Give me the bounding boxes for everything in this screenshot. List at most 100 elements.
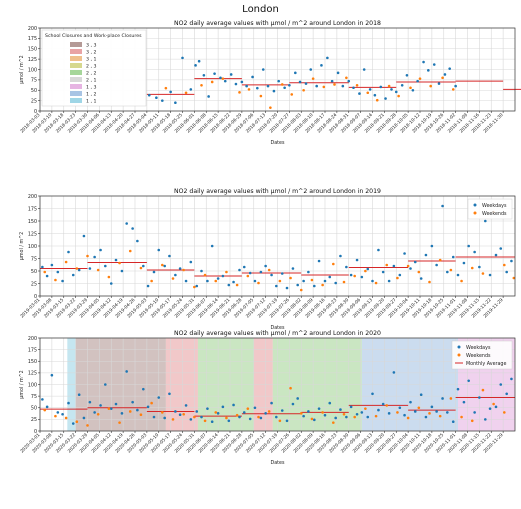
weekend-point	[203, 419, 207, 423]
weekend-point	[406, 416, 410, 420]
weekday-point	[155, 96, 158, 100]
weekday-point	[232, 280, 235, 284]
weekday-point	[499, 383, 503, 386]
weekday-point	[261, 68, 265, 71]
weekday-point	[302, 279, 305, 283]
y-tick-label: 75	[31, 78, 37, 84]
weekend-point	[150, 279, 153, 283]
weekday-point	[413, 410, 417, 413]
figure-title: London	[242, 4, 279, 15]
weekend-point	[171, 277, 175, 280]
weekday-point	[427, 69, 430, 72]
weekday-point	[285, 286, 289, 290]
weekday-point	[45, 274, 49, 278]
weekday-point	[419, 277, 423, 280]
weekend-point	[107, 275, 111, 279]
weekday-point	[131, 227, 134, 230]
weekday-point	[413, 260, 417, 264]
weekday-point	[142, 264, 145, 268]
weekend-point	[118, 261, 121, 265]
weekday-point	[437, 82, 441, 85]
weekday-point	[219, 76, 222, 80]
weekday-point	[467, 244, 470, 248]
y-tick-label: 175	[28, 206, 37, 212]
weekday-point	[360, 275, 364, 279]
closure-legend-swatch	[70, 42, 82, 47]
weekday-point	[275, 415, 278, 419]
weekend-point	[96, 268, 100, 272]
weekend-point	[86, 254, 89, 258]
weekday-point	[422, 60, 425, 64]
weekday-point	[339, 408, 342, 411]
weekday-point	[56, 411, 60, 414]
weekend-point	[267, 268, 271, 272]
weekday-point	[223, 79, 227, 83]
weekday-point	[238, 415, 241, 419]
weekday-point	[373, 93, 377, 97]
x-axis-label: Dates	[271, 325, 285, 331]
weekday-point	[178, 267, 182, 270]
weekend-point	[417, 406, 421, 410]
chart-1: NO2 daily average values with μmol / m^2…	[19, 20, 521, 146]
weekend-point	[385, 263, 389, 267]
weekend-point	[366, 91, 370, 95]
weekday-point	[152, 415, 156, 419]
legend-label: Weekends	[482, 211, 507, 217]
weekday-point	[302, 414, 305, 418]
weekday-point	[398, 406, 402, 410]
weekend-point	[247, 88, 251, 91]
weekend-point	[257, 415, 260, 419]
weekday-point	[67, 401, 70, 405]
weekend-point	[503, 411, 506, 414]
weekend-point	[364, 407, 367, 410]
weekday-point	[409, 267, 412, 270]
weekend-point	[364, 269, 367, 273]
weekday-point	[227, 419, 231, 423]
weekend-point	[438, 414, 442, 418]
weekday-point	[334, 416, 337, 420]
weekend-point	[385, 404, 389, 407]
weekday-point	[56, 270, 60, 274]
weekend-point	[161, 263, 164, 267]
weekend-point	[345, 76, 348, 80]
weekday-point	[152, 270, 156, 274]
weekday-point	[424, 253, 428, 257]
weekday-point	[189, 88, 193, 91]
weekday-point	[174, 101, 177, 104]
weekday-point	[210, 420, 214, 424]
weekday-point	[448, 67, 451, 70]
weekday-point	[259, 270, 263, 274]
weekend-point	[470, 419, 474, 423]
weekday-point	[341, 84, 345, 88]
weekday-point	[454, 84, 457, 88]
y-tick-label: 125	[28, 371, 37, 377]
weekend-point	[321, 283, 324, 287]
legend-marker-weekdays	[457, 345, 461, 349]
weekday-point	[446, 411, 449, 414]
weekday-point	[347, 79, 351, 83]
weekday-point	[41, 398, 44, 401]
weekend-point	[210, 80, 214, 84]
weekday-point	[270, 273, 273, 277]
weekday-point	[467, 379, 470, 383]
weekday-point	[67, 250, 70, 254]
weekday-point	[494, 405, 498, 409]
weekday-point	[323, 413, 327, 417]
y-axis-label: μmol / m^2	[19, 370, 25, 398]
weekday-point	[184, 279, 188, 283]
series-legend: Weekdays Weekends Monthly Average	[451, 340, 513, 370]
weekend-point	[54, 278, 57, 282]
y-tick-label: 75	[31, 256, 37, 262]
weekday-point	[61, 412, 64, 416]
weekday-point	[221, 274, 225, 278]
weekday-point	[248, 271, 252, 275]
weekend-point	[75, 420, 79, 424]
weekend-point	[193, 415, 196, 419]
y-tick-label: 125	[28, 57, 37, 63]
weekday-point	[371, 392, 374, 396]
weekend-point	[64, 416, 68, 420]
weekday-point	[195, 410, 199, 413]
weekday-point	[213, 72, 216, 75]
weekend-point	[238, 91, 241, 94]
